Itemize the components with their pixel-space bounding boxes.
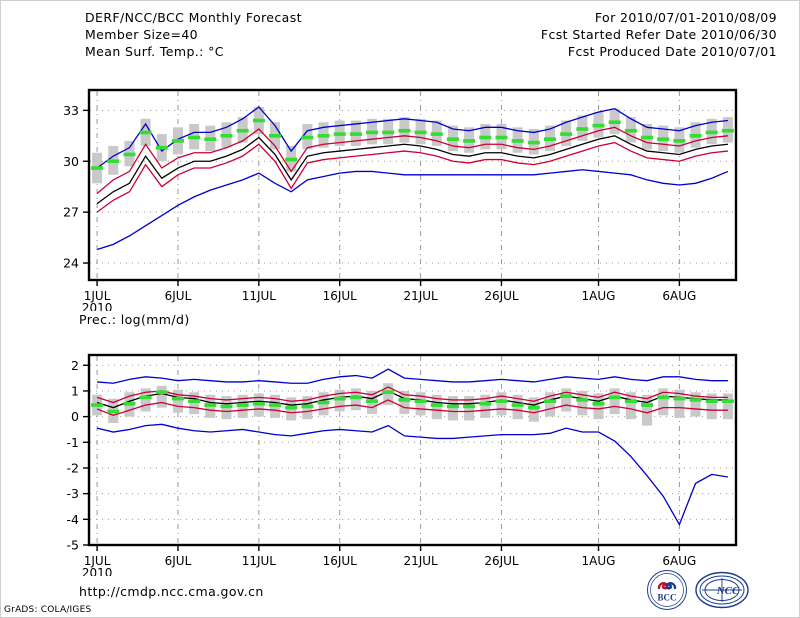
ensemble-spread-box bbox=[609, 388, 620, 415]
ensemble-spread-box bbox=[658, 388, 669, 416]
y-axis-tick-label: -2 bbox=[67, 460, 79, 475]
ensemble-spread-box bbox=[642, 394, 653, 426]
bcc-logo-text: BCC bbox=[657, 593, 676, 603]
bottom-panel-variable-label: Prec.: log(mm/d) bbox=[79, 312, 190, 327]
series-line-mean bbox=[96, 135, 728, 205]
y-axis-tick-label: 2 bbox=[71, 358, 79, 373]
x-axis-tick-label: 26JUL bbox=[484, 554, 519, 568]
y-axis-tick-label: 30 bbox=[63, 154, 79, 169]
page-title: DERF/NCC/BCC Monthly Forecast bbox=[85, 10, 302, 25]
ensemble-spread-box bbox=[690, 392, 701, 417]
ensemble-spread-box bbox=[350, 388, 361, 411]
ensemble-spread-box bbox=[447, 396, 458, 421]
series-line-min bbox=[96, 423, 729, 526]
ensemble-spread-box bbox=[722, 393, 733, 420]
ensemble-spread-box bbox=[140, 388, 151, 412]
ensemble-spread-box bbox=[674, 389, 685, 418]
ensemble-spread-box bbox=[464, 396, 475, 421]
ensemble-spread-box bbox=[561, 388, 572, 412]
x-axis-year-label: 2010 bbox=[82, 566, 113, 576]
x-axis-tick-label: 1AUG bbox=[582, 289, 616, 303]
x-axis-tick-label: 1AUG bbox=[582, 554, 616, 568]
grads-attribution: GrADS: COLA/IGES bbox=[4, 605, 92, 615]
series-line-max bbox=[96, 106, 728, 169]
ensemble-spread-box bbox=[383, 383, 394, 406]
x-axis-tick-label: 11JUL bbox=[242, 554, 277, 568]
series-line-lower-quartile bbox=[96, 141, 728, 213]
series-line-min bbox=[96, 169, 729, 251]
y-axis-tick-label: -4 bbox=[67, 512, 80, 527]
ensemble-spread-box bbox=[512, 394, 523, 420]
x-axis-tick-label: 6JUL bbox=[165, 289, 192, 303]
y-axis-tick-label: -3 bbox=[67, 486, 79, 501]
y-axis-tick-label: 24 bbox=[63, 256, 79, 271]
ncc-logo-text: NCC bbox=[716, 585, 740, 597]
series-line-lower-quartile bbox=[96, 399, 728, 417]
ensemble-spread-box bbox=[577, 390, 588, 416]
ensemble-spread-box bbox=[156, 385, 167, 408]
y-axis-tick-label: -1 bbox=[67, 435, 79, 450]
ensemble-spread-box bbox=[480, 394, 491, 418]
x-axis-tick-label: 21JUL bbox=[403, 289, 438, 303]
series-line-upper-quartile bbox=[96, 386, 728, 404]
ensemble-spread-box bbox=[528, 397, 539, 422]
ensemble-spread-box bbox=[544, 392, 556, 417]
ncc-logo: NCC bbox=[695, 571, 749, 609]
ensemble-spread-box bbox=[431, 394, 442, 420]
ensemble-spread-box bbox=[625, 392, 636, 420]
x-axis-tick-label: 6AUG bbox=[662, 289, 696, 303]
series-line-upper-quartile bbox=[96, 126, 728, 194]
x-axis-tick-label: 16JUL bbox=[323, 554, 358, 568]
y-axis-tick-label: -5 bbox=[67, 538, 79, 553]
y-axis-tick-label: 1 bbox=[71, 383, 79, 398]
x-axis-year-label: 2010 bbox=[82, 301, 113, 311]
series-line-max bbox=[97, 368, 728, 384]
ensemble-spread-box bbox=[415, 392, 426, 416]
y-axis-tick-label: 33 bbox=[63, 103, 79, 118]
x-axis-tick-label: 26JUL bbox=[484, 289, 519, 303]
x-axis-tick-label: 6JUL bbox=[165, 554, 192, 568]
x-axis-tick-label: 1JUL bbox=[84, 289, 111, 303]
top-panel-variable-label: Mean Surf. Temp.: °C bbox=[85, 44, 224, 59]
member-size-label: Member Size=40 bbox=[85, 27, 199, 42]
forecast-produced-label: Fcst Produced Date 2010/07/01 bbox=[567, 44, 777, 59]
forecast-started-label: Fcst Started Refer Date 2010/06/30 bbox=[540, 27, 777, 42]
ensemble-spread-box bbox=[334, 389, 345, 412]
bcc-logo: BCC bbox=[647, 570, 687, 610]
plot-frame bbox=[87, 88, 738, 282]
ensemble-spread-box bbox=[189, 392, 200, 415]
logo-group: BCC NCC bbox=[646, 569, 756, 611]
x-axis-tick-label: 21JUL bbox=[403, 554, 438, 568]
x-axis-tick-label: 11JUL bbox=[242, 289, 277, 303]
y-axis-tick-label: 27 bbox=[63, 205, 79, 220]
ensemble-spread-box bbox=[399, 390, 410, 415]
plot-frame bbox=[87, 353, 738, 547]
y-axis-tick-label: 0 bbox=[71, 409, 79, 424]
forecast-range-label: For 2010/07/01-2010/08/09 bbox=[594, 10, 777, 25]
ensemble-spread-box bbox=[706, 393, 717, 420]
ensemble-spread-box bbox=[496, 392, 507, 416]
x-axis-tick-label: 16JUL bbox=[323, 289, 358, 303]
x-axis-tick-label: 1JUL bbox=[84, 554, 111, 568]
series-line-mean bbox=[96, 390, 728, 409]
ensemble-spread-box bbox=[172, 389, 183, 413]
source-url[interactable]: http://cmdp.ncc.cma.gov.cn bbox=[79, 584, 264, 599]
ensemble-spread-box bbox=[593, 393, 604, 420]
x-axis-tick-label: 6AUG bbox=[662, 554, 696, 568]
